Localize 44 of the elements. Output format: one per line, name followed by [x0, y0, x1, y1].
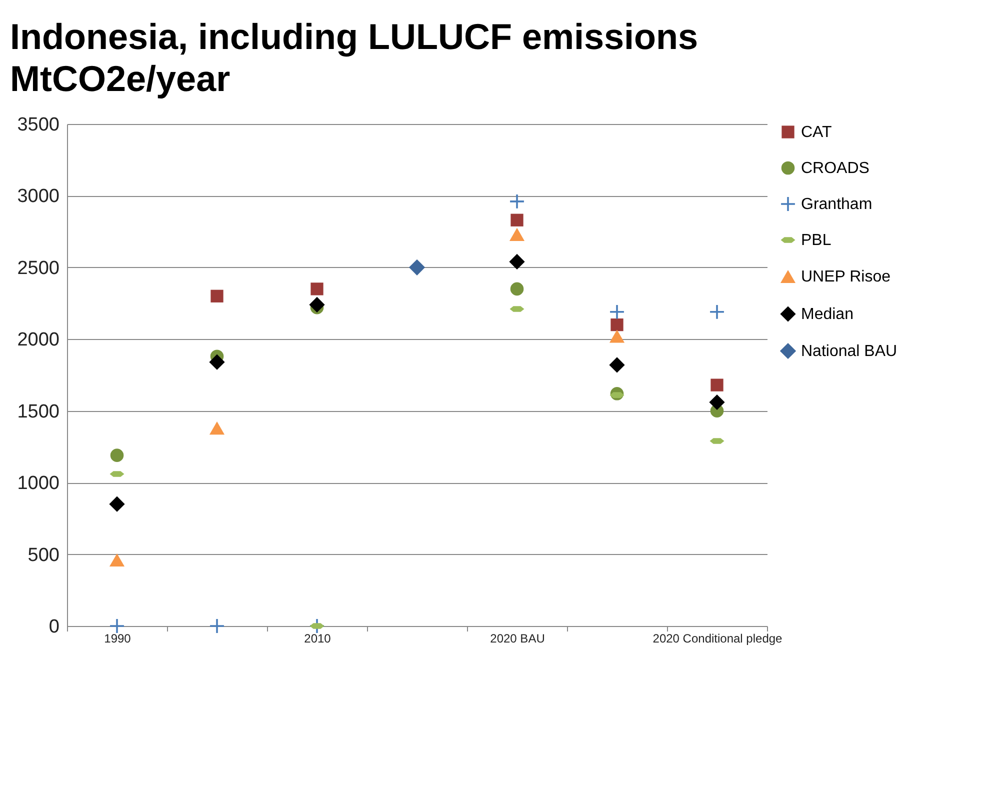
legend-label: PBL	[801, 232, 832, 249]
chart-title: Indonesia, including LULUCF emissions	[10, 16, 698, 57]
y-tick-label: 2000	[17, 330, 60, 351]
point	[509, 228, 525, 241]
point	[210, 619, 224, 633]
legend-label: National BAU	[801, 343, 898, 360]
point	[109, 554, 125, 567]
point	[710, 304, 724, 319]
y-tick-label: 500	[28, 544, 60, 566]
point	[510, 214, 524, 226]
y-tick-label: 2500	[17, 258, 60, 279]
x-tick-label: 2020 Conditional pledge	[652, 632, 783, 646]
legend-label: CAT	[801, 124, 832, 141]
point	[110, 619, 124, 633]
point	[609, 330, 625, 343]
point	[510, 282, 524, 296]
chart-subtitle: MtCO2e/year	[10, 58, 230, 99]
legend-label: Median	[801, 306, 854, 323]
point	[210, 290, 224, 302]
point	[510, 194, 524, 208]
legend-label: CROADS	[801, 160, 870, 177]
point	[309, 296, 325, 313]
point	[209, 354, 225, 370]
point	[610, 304, 624, 319]
point	[408, 259, 426, 276]
y-tick-label: 3500	[17, 114, 60, 136]
y-tick-label: 3000	[17, 186, 60, 208]
x-tick-label: 1990	[104, 632, 132, 646]
point	[209, 422, 225, 435]
point	[310, 282, 324, 296]
y-tick-label: 1500	[17, 401, 60, 422]
point	[110, 448, 124, 462]
point	[710, 378, 724, 392]
legend-label: Grantham	[801, 196, 872, 213]
legend-label: UNEP Risoe	[801, 268, 891, 286]
point	[509, 254, 525, 270]
x-tick-label: 2010	[304, 632, 332, 646]
point	[109, 496, 125, 512]
point	[609, 357, 625, 373]
point	[709, 394, 725, 410]
y-tick-label: 0	[48, 616, 60, 638]
point	[610, 318, 624, 332]
y-tick-label: 1000	[17, 473, 60, 494]
x-tick-label: 2020 BAU	[490, 632, 545, 646]
